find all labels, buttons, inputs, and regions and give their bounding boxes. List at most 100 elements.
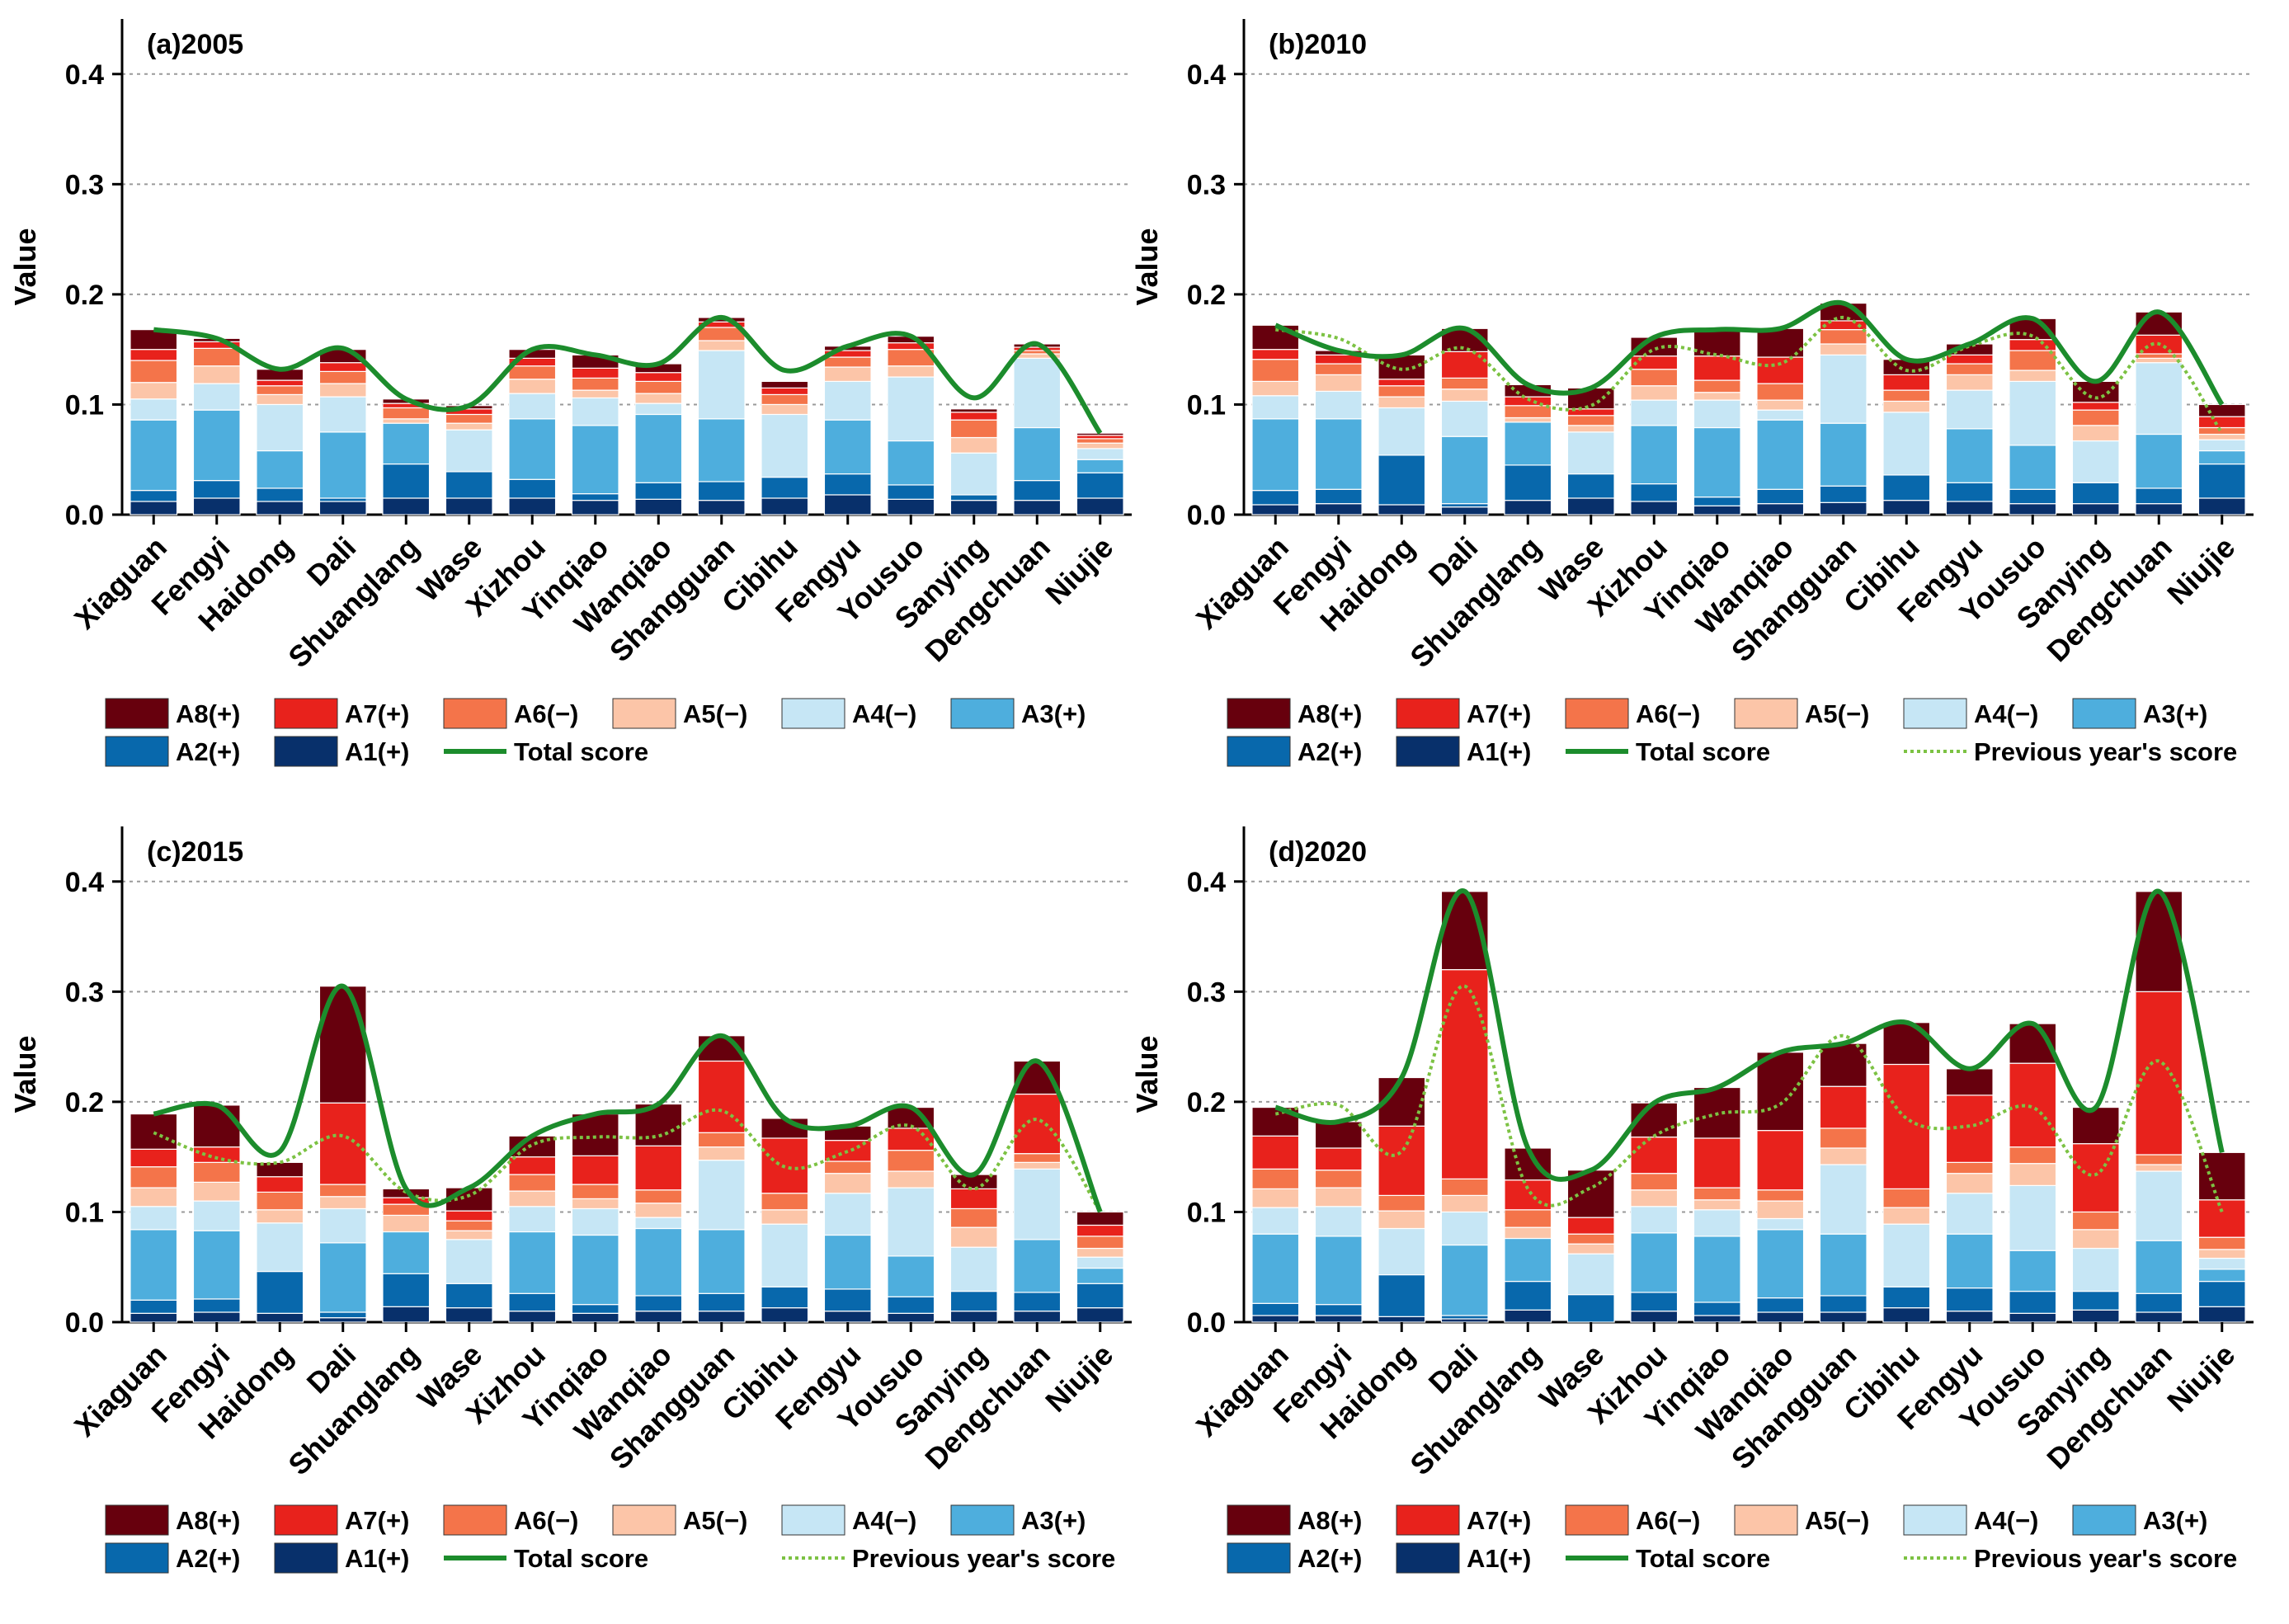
bar-segment-a1: [571, 1312, 619, 1323]
bar-segment-a1: [1882, 500, 1931, 515]
legend-label: A2(+): [1298, 737, 1362, 766]
bar-segment-a3: [697, 1229, 746, 1294]
legend-label: A6(−): [514, 699, 578, 728]
bar-segment-a2: [1630, 483, 1679, 502]
bar-segment-a3: [1440, 435, 1489, 505]
bar-segment-a1: [445, 1307, 493, 1323]
bar-segment-a2: [1945, 482, 1994, 502]
bar-segment-a7: [634, 372, 683, 382]
legend-label: A2(+): [176, 737, 240, 766]
bar-segment-a3: [1314, 418, 1363, 490]
bar-segment-a1: [1566, 497, 1615, 515]
bar-segment-a1: [1314, 503, 1363, 515]
bar-segment-a1: [1756, 503, 1805, 515]
bar-segment-a4: [1566, 1253, 1615, 1296]
bar-segment-a1: [949, 1311, 998, 1323]
bar-segment-a4: [761, 1223, 809, 1287]
y-tick-label: 0.4: [65, 867, 104, 898]
legend-label: A1(+): [345, 737, 409, 766]
bar-segment-a7: [445, 1210, 493, 1222]
bar-segment-a7: [1630, 355, 1679, 370]
bar-segment-a6: [1440, 377, 1489, 390]
bar-segment-a6: [2009, 350, 2057, 371]
bar-segment-a2: [1756, 488, 1805, 505]
bar-segment-a5: [761, 1209, 809, 1225]
bar-segment-a4: [1378, 1227, 1426, 1276]
bar-segment-a5: [823, 366, 872, 382]
bar-segment-a1: [2071, 503, 2120, 515]
bar-segment-a8: [1076, 1211, 1124, 1226]
x-tick-label: Niujie: [1039, 1338, 1119, 1419]
bar-segment-a3: [1314, 1236, 1363, 1306]
bar-segment-a4: [1251, 395, 1300, 420]
bar-segment-a4: [318, 396, 367, 433]
bar-segment-a7: [634, 1145, 683, 1191]
bar-segment-a1: [508, 1311, 557, 1323]
bar-segment-a6: [130, 360, 178, 384]
bar-segment-a1: [130, 1312, 178, 1323]
bar-segment-a6: [1314, 363, 1363, 375]
legend-label: A3(+): [2143, 1506, 2207, 1535]
bar-segment-a1: [1251, 504, 1300, 515]
chart-panel-2: 0.00.10.20.30.4Value(b)2010XiaguanFengyi…: [1130, 19, 2254, 767]
bar-segment-a3: [508, 418, 557, 480]
bar-segment-a7: [318, 362, 367, 372]
bar-segment-a4: [130, 1206, 178, 1231]
legend-swatch-a7: [1396, 698, 1460, 729]
legend: A8(+) A7(+) A6(−) A5(−) A4(−) A3(+) A2(+) A1(+)…: [105, 1504, 1115, 1574]
bar-segment-a1: [1251, 1315, 1300, 1323]
bar-segment-a1: [1819, 501, 1867, 515]
total-score-line: [153, 314, 1103, 435]
bar-segment-a1: [382, 1306, 431, 1323]
bar-segment-a3: [192, 1230, 241, 1300]
bar-segment-a5: [2071, 425, 2120, 442]
bar-segment-a6: [318, 370, 367, 384]
bar-segment-a7: [192, 1146, 241, 1163]
bar-segment-a5: [508, 1190, 557, 1207]
bar-segment-a2: [2009, 488, 2057, 505]
bar-segment-a4: [949, 1246, 998, 1292]
legend-swatch-a3: [2072, 1504, 2136, 1536]
bar-segment-a8: [2135, 891, 2183, 992]
x-tick-label: Xiaguan: [68, 1338, 173, 1443]
bar-segment-a1: [2071, 1309, 2120, 1323]
x-tick-label: Niujie: [1039, 530, 1119, 611]
bar-segment-a2: [508, 1292, 557, 1312]
bar-segment-a2: [1756, 1297, 1805, 1313]
y-tick-label: 0.3: [1187, 977, 1226, 1008]
bar-segment-a5: [1504, 1226, 1552, 1240]
bar-segment-a5: [318, 383, 367, 398]
bar-segment-a2: [2071, 482, 2120, 505]
bar-segment-a4: [445, 1239, 493, 1284]
bar-segment-a4: [256, 1222, 304, 1273]
bar-segment-a1: [2197, 497, 2246, 515]
bar-segment-a5: [887, 1170, 935, 1189]
bar-segment-a6: [2197, 1236, 2246, 1250]
bar-segment-a6: [1693, 1187, 1741, 1201]
bar-segment-a2: [318, 1311, 367, 1319]
bar-segment-a4: [1013, 1168, 1062, 1240]
bar-segment-a5: [634, 1203, 683, 1218]
bar-segment-a4: [1440, 1211, 1489, 1246]
bar-segment-a4: [1566, 431, 1615, 475]
legend-swatch-a4: [781, 1504, 845, 1536]
y-tick-label: 0.0: [65, 1307, 104, 1339]
bar-segment-a8: [1756, 1052, 1805, 1132]
bar-segment-a6: [1756, 1189, 1805, 1202]
bar-segment-a6: [697, 1132, 746, 1148]
bar-segment-a2: [318, 497, 367, 502]
bar-segment-a6: [2071, 1211, 2120, 1231]
bar-segment-a4: [2009, 1184, 2057, 1251]
bar-segment-a2: [1566, 1294, 1615, 1323]
x-tick-label: Niujie: [2160, 1338, 2241, 1419]
bar-segment-a8: [949, 408, 998, 413]
bar-segment-a6: [1756, 383, 1805, 401]
bar-segment-a5: [571, 1198, 619, 1210]
bar-segment-a5: [1882, 400, 1931, 413]
bar-segment-a3: [823, 1234, 872, 1290]
bar-segment-a4: [1756, 409, 1805, 421]
legend-label: A6(−): [1636, 1506, 1700, 1535]
bar-segment-a7: [508, 1156, 557, 1175]
bar-segment-a2: [1566, 473, 1615, 499]
bar-segment-a2: [1630, 1292, 1679, 1312]
